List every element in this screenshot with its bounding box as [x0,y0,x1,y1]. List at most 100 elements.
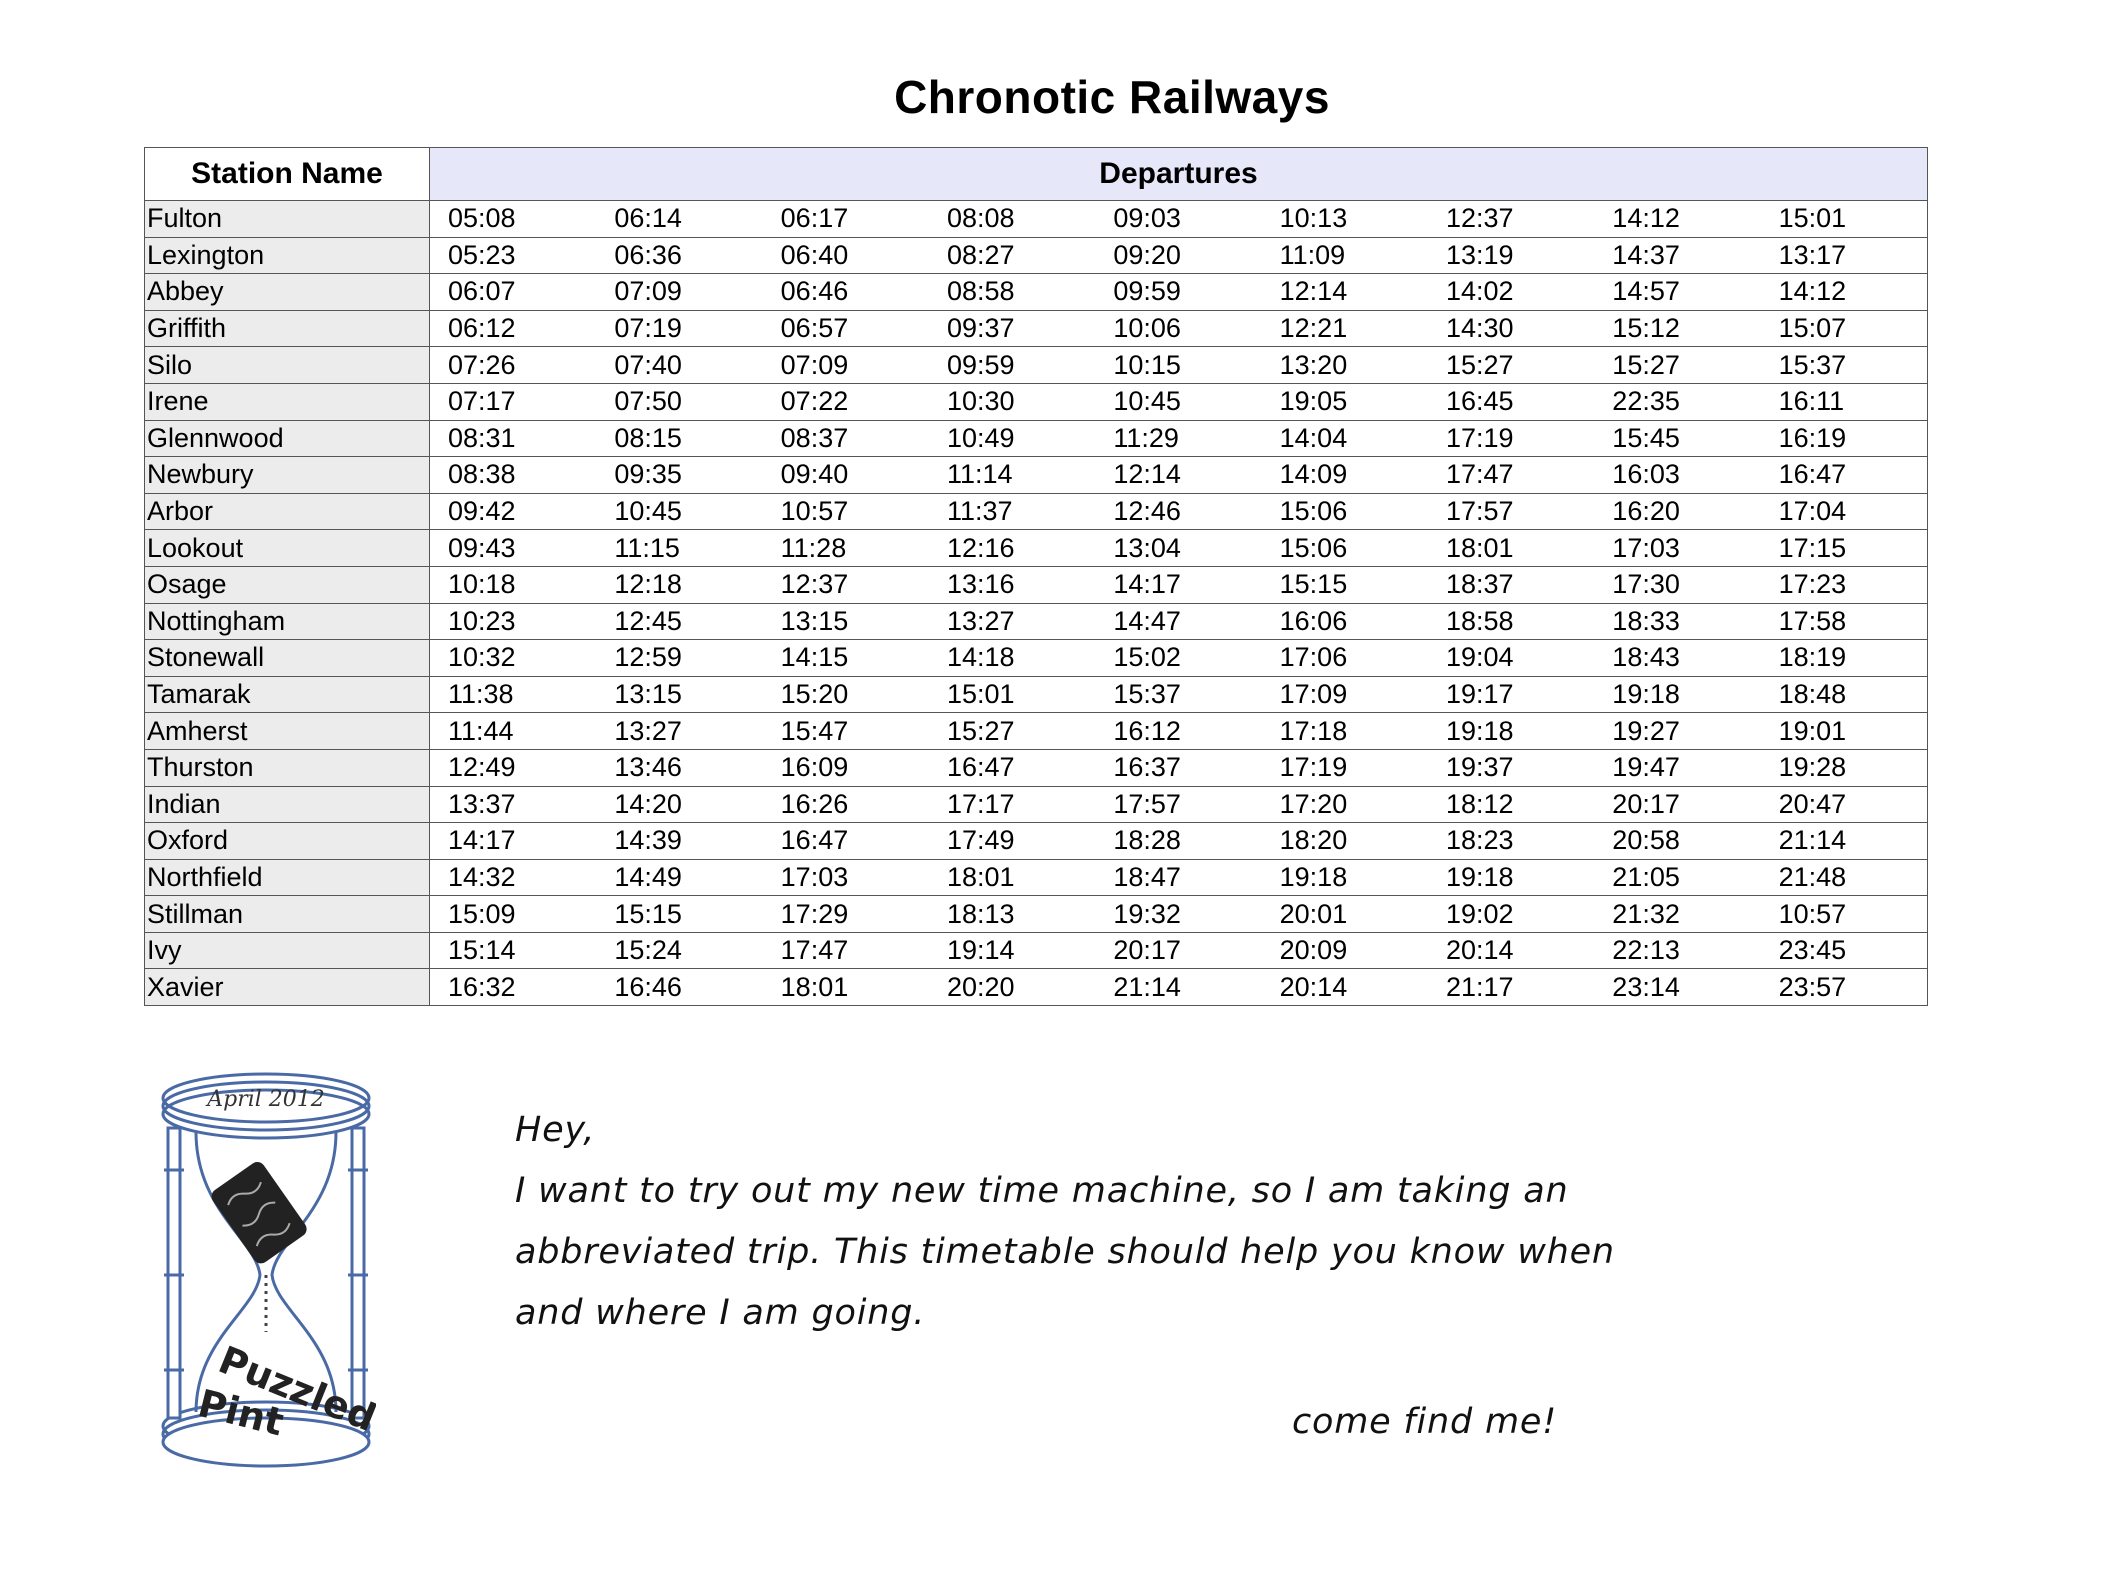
departure-time: 09:37 [946,313,1015,344]
departure-time: 14:17 [1113,569,1181,600]
departure-time: 05:08 [448,203,516,234]
departure-time: 12:14 [1279,276,1348,307]
note-line-1: I want to try out my new time machine, s… [515,1171,1569,1211]
table-row: Stillman 15:09 15:15 17:29 18:13 19:32 20:01 19… [144,895,1928,933]
table-row: Arbor 09:42 10:45 10:57 11:37 12:46 15:06 17:57… [144,492,1928,531]
departure-time: 19:18 [1445,715,1514,746]
station-name-cell: Glennwood [144,419,430,458]
departure-time: 08:37 [780,422,849,453]
departure-time: 13:20 [1279,349,1348,380]
departure-time: 08:27 [946,239,1015,270]
departure-time: 10:06 [1113,313,1181,344]
station-name-cell: Osage [144,565,430,604]
page-title: Chronotic Railways [894,71,1330,123]
station-name-cell: Silo [144,346,430,384]
departure-time: 18:48 [1778,679,1847,710]
note-greeting: Hey, [515,1110,596,1150]
departure-times-cell: 09:43 11:15 11:28 12:16 13:04 15:06 18:01 17:03… [429,529,1928,567]
departure-times-cell: 08:38 09:35 09:40 11:14 12:14 14:09 17:47 16:03… [429,456,1928,494]
table-row: Ivy 15:14 15:24 17:47 19:14 20:17 20:09 20:14 22… [144,931,1928,970]
departure-time: 06:17 [780,203,849,234]
departure-time: 17:57 [1445,496,1514,527]
departure-time: 15:02 [1113,642,1181,673]
departure-time: 12:18 [614,569,682,600]
departure-time: 10:57 [780,496,849,527]
departure-times-cell: 07:26 07:40 07:09 09:59 10:15 13:20 15:27 15:27… [429,346,1928,384]
departure-time: 10:30 [946,386,1015,417]
departure-time: 14:30 [1445,313,1514,344]
departure-time: 16:32 [448,971,516,1002]
station-name-cell: Lookout [144,529,430,567]
departure-time: 12:37 [1445,203,1514,234]
logo-date-text: April 2012 [205,1087,325,1112]
departure-times-row: 09:42 10:45 10:57 11:37 12:46 15:06 17:57 16:20… [431,494,1927,529]
departure-time: 18:37 [1445,569,1514,600]
departure-time: 09:43 [448,532,516,563]
departure-time: 20:14 [1445,935,1514,966]
departure-time: 21:05 [1612,861,1680,892]
departure-time: 17:09 [1279,679,1348,710]
note-line-3: and where I am going. [515,1293,926,1333]
departure-time: 15:01 [1778,203,1847,234]
departure-time: 12:21 [1279,313,1348,344]
departure-time: 11:44 [448,715,514,746]
departure-times-row: 05:08 06:14 06:17 08:08 09:03 10:13 12:37 14:12… [431,201,1927,236]
departure-time: 09:59 [946,349,1015,380]
departure-times-row: 10:23 12:45 13:15 13:27 14:47 16:06 18:58 18:33… [431,604,1927,639]
departure-time: 17:19 [1445,422,1514,453]
departure-time: 19:14 [946,935,1015,966]
departure-time: 16:47 [780,825,849,856]
departure-time: 23:45 [1778,935,1847,966]
departure-times-cell: 10:18 12:18 12:37 13:16 14:17 15:15 18:37 17:30… [429,565,1928,604]
station-name-cell: Irene [144,382,430,421]
departure-times-cell: 06:12 07:19 06:57 09:37 10:06 12:21 14:30 15:12… [429,309,1928,348]
note-signoff: come find me! [1292,1402,1558,1442]
departure-times-row: 07:17 07:50 07:22 10:30 10:45 19:05 16:45 22:35… [431,384,1927,419]
station-name-cell: Ivy [144,931,430,970]
table-row: Northfield 14:32 14:49 17:03 18:01 18:47 19:18… [144,858,1928,897]
departure-time: 18:47 [1113,861,1181,892]
departure-time: 20:58 [1612,825,1680,856]
departure-time: 15:24 [614,935,682,966]
departure-time: 17:20 [1279,788,1348,819]
departure-time: 11:37 [946,496,1013,527]
departure-time: 11:38 [448,679,514,710]
departure-time: 14:20 [614,788,682,819]
departure-time: 15:37 [1778,349,1847,380]
departure-time: 12:45 [614,605,682,636]
departure-time: 15:20 [780,679,849,710]
departure-time: 14:17 [448,825,516,856]
table-row: Lexington 05:23 06:36 06:40 08:27 09:20 11:09 1… [144,236,1928,275]
departure-time: 15:15 [614,898,682,929]
departure-time: 14:39 [614,825,682,856]
departure-time: 16:45 [1445,386,1514,417]
departure-times-cell: 15:09 15:15 17:29 18:13 19:32 20:01 19:02 21:32… [429,895,1928,933]
departure-time: 06:46 [780,276,849,307]
departure-time: 20:17 [1612,788,1680,819]
departure-time: 13:15 [780,605,849,636]
station-name-cell: Newbury [144,456,430,494]
departure-times-cell: 14:32 14:49 17:03 18:01 18:47 19:18 19:18 21:05… [429,858,1928,897]
departure-time: 16:19 [1778,422,1847,453]
departure-time: 07:19 [614,313,682,344]
departure-times-cell: 12:49 13:46 16:09 16:47 16:37 17:19 19:37 19:47… [429,748,1928,787]
departure-time: 17:58 [1778,605,1847,636]
departure-time: 15:45 [1612,422,1680,453]
departure-times-cell: 11:44 13:27 15:47 15:27 16:12 17:18 19:18 19:27… [429,712,1928,750]
departure-times-cell: 07:17 07:50 07:22 10:30 10:45 19:05 16:45 22:35… [429,382,1928,421]
departure-time: 12:59 [614,642,682,673]
departure-time: 14:32 [448,861,516,892]
departure-time: 21:14 [1113,971,1181,1002]
departure-times-row: 05:23 06:36 06:40 08:27 09:20 11:09 13:19 14:37… [431,238,1927,273]
table-row: Indian 13:37 14:20 16:26 17:17 17:57 17:20 18:1… [144,785,1928,824]
departure-time: 06:36 [614,239,682,270]
departure-time: 14:02 [1445,276,1514,307]
departure-times-cell: 13:37 14:20 16:26 17:17 17:57 17:20 18:12 20:17… [429,785,1928,824]
departure-time: 10:13 [1279,203,1348,234]
departure-time: 15:27 [946,715,1015,746]
departure-times-cell: 10:32 12:59 14:15 14:18 15:02 17:06 19:04 18:43… [429,639,1928,677]
departure-time: 14:04 [1279,422,1348,453]
handwritten-note: Hey, I want to try out my new time machi… [515,1100,1715,1344]
departure-time: 20:47 [1778,788,1847,819]
departure-time: 09:20 [1113,239,1181,270]
